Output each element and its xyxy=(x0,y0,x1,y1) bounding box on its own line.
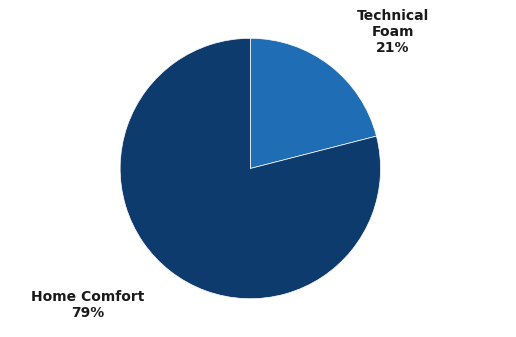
Wedge shape xyxy=(120,38,380,299)
Text: Technical
Foam
21%: Technical Foam 21% xyxy=(357,8,429,55)
Text: Home Comfort
79%: Home Comfort 79% xyxy=(31,290,144,320)
Wedge shape xyxy=(250,38,377,168)
